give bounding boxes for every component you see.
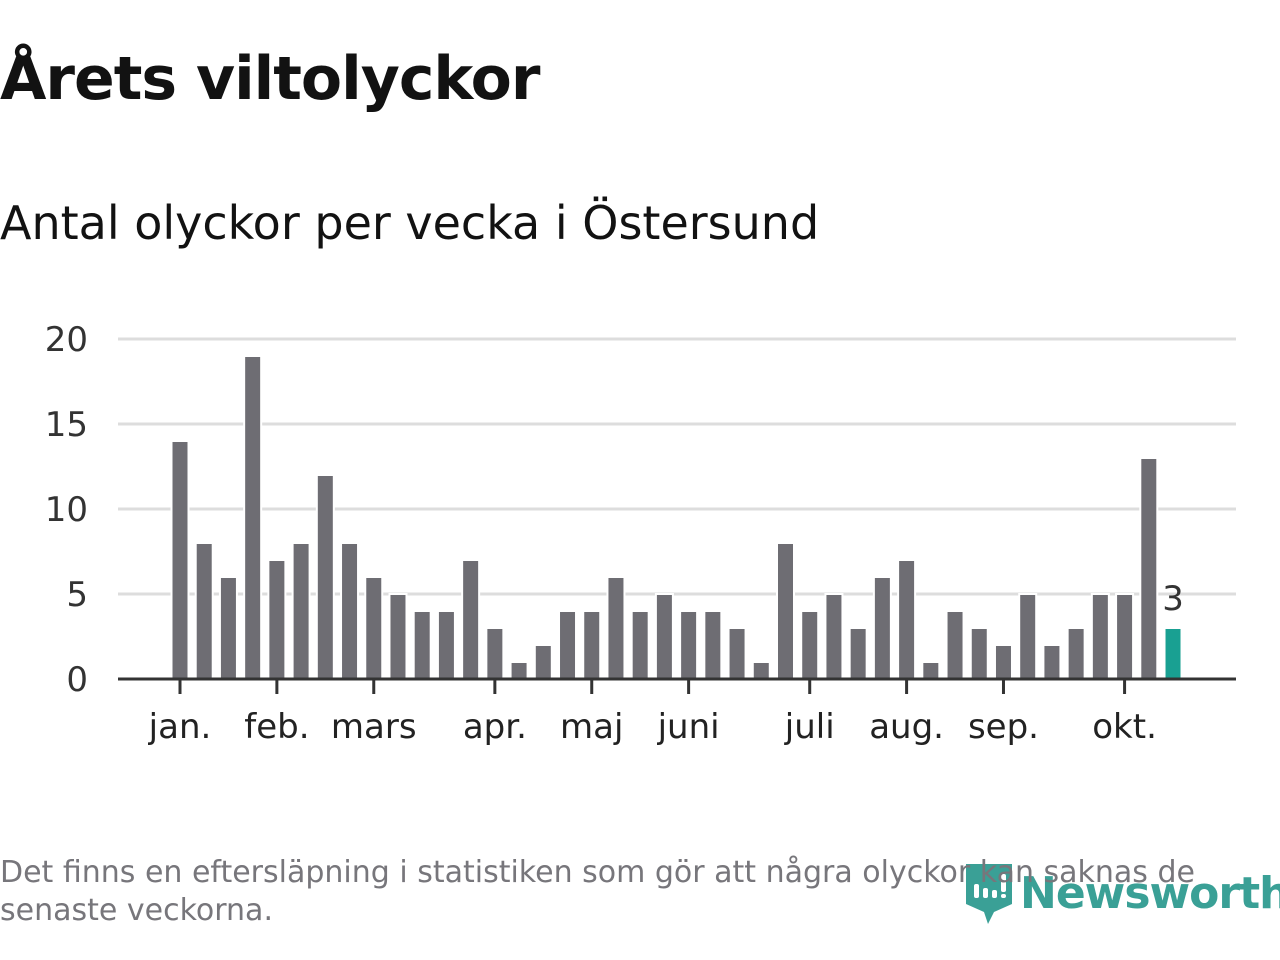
bar	[800, 610, 820, 680]
bar	[1042, 644, 1062, 680]
y-tick-label: 0	[66, 660, 88, 700]
logo-text: Newsworthy	[1020, 867, 1280, 919]
bar	[485, 627, 505, 680]
chart-subtitle: Antal olyckor per vecka i Östersund	[0, 196, 820, 250]
y-tick-label: 5	[66, 575, 88, 615]
bar	[1066, 627, 1086, 680]
bar	[776, 542, 795, 680]
bar	[654, 593, 674, 680]
bar	[291, 542, 311, 680]
bar	[1090, 593, 1110, 680]
bar	[243, 355, 263, 680]
y-tick-label: 10	[45, 490, 88, 530]
x-tick-label: apr.	[463, 707, 527, 747]
bar	[703, 610, 723, 680]
data-label: 3	[1162, 579, 1184, 619]
y-tick-label: 20	[45, 320, 88, 360]
bar	[412, 610, 432, 680]
footnote: Det finns en eftersläpning i statistiken…	[0, 855, 1195, 928]
bar-highlight	[1163, 627, 1183, 680]
bar	[751, 661, 771, 680]
bar	[945, 610, 965, 680]
bar	[824, 593, 844, 680]
bar	[969, 627, 989, 680]
x-tick-label: juli	[784, 707, 835, 747]
x-tick-label: maj	[560, 707, 623, 747]
logo-chat-chart-icon	[966, 864, 1012, 924]
bar	[630, 610, 650, 680]
bar	[993, 644, 1013, 680]
bar	[340, 542, 360, 680]
bar	[170, 440, 190, 680]
bar	[315, 474, 335, 680]
x-tick-label: sep.	[968, 707, 1039, 747]
y-tick-label: 15	[45, 405, 88, 445]
bar	[1115, 593, 1135, 680]
bar	[582, 610, 602, 680]
bar	[606, 576, 626, 680]
bar	[848, 627, 868, 680]
chart-title: Årets viltolyckor	[0, 44, 540, 114]
x-tick-label: feb.	[244, 707, 309, 747]
x-tick-label: jan.	[148, 707, 212, 747]
newsworthy-logo: Newsworthy	[964, 860, 1280, 926]
bar	[679, 610, 699, 680]
bar	[461, 559, 481, 680]
bar	[872, 576, 892, 680]
bar	[436, 610, 456, 680]
bar	[533, 644, 553, 680]
x-tick-label: aug.	[869, 707, 944, 747]
bar	[1139, 457, 1159, 680]
bar	[267, 559, 287, 680]
bar	[727, 627, 747, 680]
x-tick-label: okt.	[1092, 707, 1157, 747]
bar	[388, 593, 408, 680]
bar	[1018, 593, 1038, 680]
bar	[509, 661, 529, 680]
x-tick-label: juni	[657, 707, 720, 747]
bar	[218, 576, 238, 680]
x-tick-label: mars	[331, 707, 417, 747]
bar	[558, 610, 578, 680]
bar	[194, 542, 214, 680]
bar	[921, 661, 941, 680]
bar	[364, 576, 384, 680]
bar	[897, 559, 917, 680]
